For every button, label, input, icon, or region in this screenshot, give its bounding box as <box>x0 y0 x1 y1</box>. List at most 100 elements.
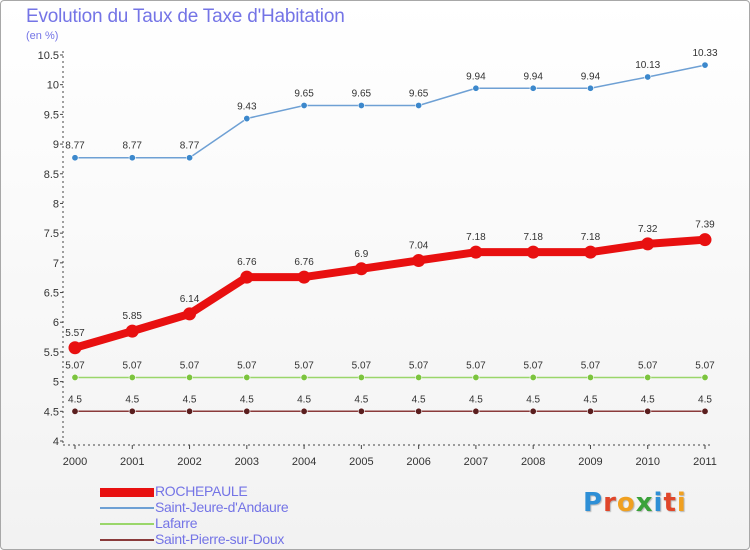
data-point <box>183 307 197 321</box>
data-point <box>128 373 136 381</box>
data-label: 8.77 <box>65 141 85 152</box>
data-label: 4.5 <box>240 394 254 405</box>
data-point <box>472 407 480 415</box>
data-label: 7.18 <box>466 232 486 243</box>
data-label: 8.77 <box>123 141 143 152</box>
y-tick-label: 9 <box>53 139 59 151</box>
data-point <box>415 407 423 415</box>
legend-swatch <box>100 488 154 497</box>
data-point <box>357 373 365 381</box>
data-label: 4.5 <box>469 394 483 405</box>
data-label: 7.32 <box>638 224 658 235</box>
x-tick-label: 2002 <box>177 456 201 468</box>
x-tick-label: 2000 <box>63 456 87 468</box>
data-label: 5.07 <box>294 360 314 371</box>
data-label: 4.5 <box>297 394 311 405</box>
data-label: 5.07 <box>180 360 200 371</box>
data-label: 4.5 <box>354 394 368 405</box>
x-tick-label: 2005 <box>349 456 373 468</box>
data-point <box>240 270 254 284</box>
y-tick-label: 10.5 <box>38 50 59 62</box>
x-tick-label: 2006 <box>406 456 430 468</box>
data-point <box>71 407 79 415</box>
data-point <box>701 61 709 69</box>
data-label: 9.43 <box>237 102 257 113</box>
data-point <box>125 324 139 338</box>
logo-letter: o <box>616 488 636 518</box>
data-label: 6.9 <box>354 249 368 260</box>
legend-swatch <box>100 539 154 541</box>
data-label: 5.07 <box>65 360 85 371</box>
x-tick-label: 2004 <box>292 456 316 468</box>
legend-swatch <box>100 523 154 525</box>
logo-letter: P <box>583 488 604 518</box>
data-point <box>586 84 594 92</box>
data-label: 9.65 <box>352 88 372 99</box>
logo-letter: i <box>676 488 687 518</box>
data-point <box>701 373 709 381</box>
data-point <box>128 154 136 162</box>
data-point <box>186 154 194 162</box>
x-tick-label: 2010 <box>635 456 659 468</box>
data-label: 7.18 <box>581 232 601 243</box>
data-point <box>529 84 537 92</box>
data-point <box>415 101 423 109</box>
data-label: 5.07 <box>466 360 486 371</box>
y-tick-label: 5 <box>53 377 59 389</box>
data-label: 5.07 <box>638 360 658 371</box>
data-label: 4.5 <box>698 394 712 405</box>
data-point <box>526 245 540 259</box>
data-label: 9.65 <box>294 88 314 99</box>
data-label: 5.07 <box>523 360 543 371</box>
y-tick-label: 5.5 <box>44 347 59 359</box>
data-point <box>243 115 251 123</box>
data-label: 4.5 <box>584 394 598 405</box>
logo-letter: r <box>603 488 617 518</box>
y-tick-label: 9.5 <box>44 109 59 121</box>
y-tick-label: 6 <box>53 317 59 329</box>
data-label: 5.57 <box>65 328 85 339</box>
data-point <box>300 407 308 415</box>
data-label: 4.5 <box>412 394 426 405</box>
data-point <box>698 233 712 247</box>
data-label: 9.65 <box>409 88 429 99</box>
y-tick-label: 8 <box>53 198 59 210</box>
data-point <box>586 373 594 381</box>
data-point <box>415 373 423 381</box>
data-label: 6.76 <box>294 257 314 268</box>
data-point <box>412 253 426 267</box>
data-label: 5.07 <box>695 360 715 371</box>
data-point <box>529 373 537 381</box>
data-point <box>357 101 365 109</box>
data-label: 7.04 <box>409 240 429 251</box>
data-point <box>300 101 308 109</box>
data-point <box>701 407 709 415</box>
legend-swatch <box>100 507 154 509</box>
data-label: 4.5 <box>68 394 82 405</box>
data-label: 9.94 <box>466 71 486 82</box>
axes: 4 4.5 5 5.5 6 6.5 7 7.5 8 8.5 9 9.5 10 10.5 2000 2001 20… <box>38 50 717 468</box>
data-point <box>644 73 652 81</box>
data-point <box>529 407 537 415</box>
data-point <box>583 245 597 259</box>
data-point <box>644 373 652 381</box>
data-point <box>243 373 251 381</box>
chart-subtitle: (en %) <box>26 30 59 42</box>
data-label: 6.14 <box>180 294 200 305</box>
data-label: 4.5 <box>125 394 139 405</box>
data-label: 5.07 <box>123 360 143 371</box>
data-point <box>469 245 483 259</box>
x-tick-label: 2001 <box>120 456 144 468</box>
chart-title: Evolution du Taux de Taxe d'Habitation <box>26 6 345 27</box>
x-tick-label: 2009 <box>578 456 602 468</box>
data-label: 7.39 <box>695 220 715 231</box>
legend-label: Saint-Pierre-sur-Doux <box>155 531 285 547</box>
data-label: 9.94 <box>581 71 601 82</box>
data-point <box>472 84 480 92</box>
data-label: 6.76 <box>237 257 257 268</box>
y-tick-label: 4 <box>53 436 59 448</box>
x-tick-label: 2011 <box>693 456 717 468</box>
data-point <box>68 341 82 355</box>
data-point <box>354 262 368 276</box>
